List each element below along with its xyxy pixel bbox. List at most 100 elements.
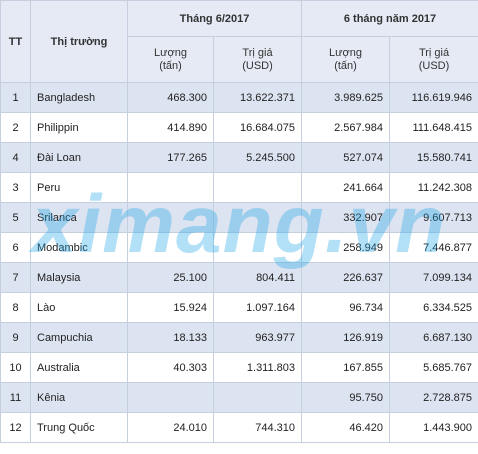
header-row: TT Thị trường Tháng 6/2017 6 tháng năm 2… (0, 0, 478, 83)
value-cell (127, 382, 214, 413)
value-cell: 16.684.075 (212, 112, 303, 143)
value-cell: 804.411 (212, 262, 303, 293)
table-row: 9 Campuchia 18.133 963.977 126.919 6.687.130 (0, 322, 478, 353)
row-index: 9 (0, 322, 31, 353)
value-cell: 7.099.134 (389, 262, 478, 293)
value-cell: 744.310 (212, 412, 303, 443)
table-row: 6 Modambic 258.949 7.446.877 (0, 232, 478, 263)
value-cell: 7.446.877 (389, 232, 478, 263)
value-cell: 40.303 (127, 352, 214, 383)
table-row: 3 Peru 241.664 11.242.308 (0, 172, 478, 203)
row-index: 6 (0, 232, 31, 263)
row-index: 11 (0, 382, 31, 413)
header-market: Thị trường (30, 0, 128, 83)
subheader-label: Trị giá (242, 46, 273, 59)
value-cell: 258.949 (301, 232, 391, 263)
row-index: 10 (0, 352, 31, 383)
table-row: 12 Trung Quốc 24.010 744.310 46.420 1.443.900 (0, 412, 478, 443)
value-cell: 414.890 (127, 112, 214, 143)
market-name: Trung Quốc (30, 412, 128, 443)
value-cell: 126.919 (301, 322, 391, 353)
market-name: Malaysia (30, 262, 128, 293)
value-cell: 46.420 (301, 412, 391, 443)
value-cell: 15.924 (127, 292, 214, 323)
value-cell (127, 172, 214, 203)
value-cell: 963.977 (212, 322, 303, 353)
subheader-unit: (tấn) (159, 59, 182, 72)
market-name: Philippin (30, 112, 128, 143)
data-table: TT Thị trường Tháng 6/2017 6 tháng năm 2… (0, 0, 478, 443)
value-cell: 9.607.713 (389, 202, 478, 233)
market-name: Lào (30, 292, 128, 323)
market-name: Srilanca (30, 202, 128, 233)
subheader: Lượng (tấn) (301, 36, 391, 83)
row-index: 7 (0, 262, 31, 293)
table-row: 8 Lào 15.924 1.097.164 96.734 6.334.525 (0, 292, 478, 323)
table-row: 5 Srilanca 332.907 9.607.713 (0, 202, 478, 233)
value-cell: 25.100 (127, 262, 214, 293)
value-cell (127, 232, 214, 263)
value-cell: 96.734 (301, 292, 391, 323)
header-tt: TT (0, 0, 31, 83)
value-cell: 11.242.308 (389, 172, 478, 203)
value-cell: 6.687.130 (389, 322, 478, 353)
value-cell: 18.133 (127, 322, 214, 353)
value-cell: 1.311.803 (212, 352, 303, 383)
value-cell: 15.580.741 (389, 142, 478, 173)
value-cell: 24.010 (127, 412, 214, 443)
row-index: 8 (0, 292, 31, 323)
value-cell: 241.664 (301, 172, 391, 203)
subheader: Trị giá (USD) (389, 36, 478, 83)
row-index: 2 (0, 112, 31, 143)
header-group: 6 tháng năm 2017 (301, 0, 478, 37)
subheader: Trị giá (USD) (212, 36, 303, 83)
row-index: 3 (0, 172, 31, 203)
subheader-label: Trị giá (418, 46, 450, 59)
row-index: 1 (0, 82, 31, 113)
value-cell: 527.074 (301, 142, 391, 173)
value-cell: 5.685.767 (389, 352, 478, 383)
value-cell (127, 202, 214, 233)
value-cell: 226.637 (301, 262, 391, 293)
table-row: 11 Kênia 95.750 2.728.875 (0, 382, 478, 413)
market-name: Kênia (30, 382, 128, 413)
value-cell: 167.855 (301, 352, 391, 383)
value-cell (212, 202, 303, 233)
subheader-label: Lượng (154, 46, 187, 59)
table-body: 1 Bangladesh 468.300 13.622.371 3.989.625 116… (0, 82, 478, 443)
subheader-unit: (USD) (418, 59, 450, 72)
value-cell: 116.619.946 (389, 82, 478, 113)
value-cell: 6.334.525 (389, 292, 478, 323)
subheader: Lượng (tấn) (127, 36, 214, 83)
value-cell: 2.728.875 (389, 382, 478, 413)
table-row: 7 Malaysia 25.100 804.411 226.637 7.099.134 (0, 262, 478, 293)
header-group: Tháng 6/2017 (126, 0, 303, 37)
table-row: 10 Australia 40.303 1.311.803 167.855 5.685.7… (0, 352, 478, 383)
table-row: 1 Bangladesh 468.300 13.622.371 3.989.625 116… (0, 82, 478, 113)
value-cell: 2.567.984 (301, 112, 391, 143)
subheader-row: Lượng (tấn) Trị giá (USD) Lượng (tấn) Trị giá(… (1, 36, 478, 83)
value-cell: 177.265 (127, 142, 214, 173)
subheader-unit: (USD) (242, 59, 273, 72)
row-index: 5 (0, 202, 31, 233)
subheader-label: Lượng (329, 46, 362, 59)
value-cell: 1.097.164 (212, 292, 303, 323)
market-name: Australia (30, 352, 128, 383)
value-cell: 3.989.625 (301, 82, 391, 113)
market-name: Modambic (30, 232, 128, 263)
value-cell: 468.300 (127, 82, 214, 113)
subheader-unit: (tấn) (334, 59, 357, 72)
value-cell: 5.245.500 (212, 142, 303, 173)
table-row: 2 Philippin 414.890 16.684.075 2.567.984 111.… (0, 112, 478, 143)
table-row: 4 Đài Loan 177.265 5.245.500 527.074 15.580.7… (0, 142, 478, 173)
market-name: Bangladesh (30, 82, 128, 113)
row-index: 4 (0, 142, 31, 173)
value-cell: 111.648.415 (389, 112, 478, 143)
value-cell (212, 382, 303, 413)
row-index: 12 (0, 412, 31, 443)
value-cell: 332.907 (301, 202, 391, 233)
value-cell (212, 232, 303, 263)
value-cell: 13.622.371 (212, 82, 303, 113)
value-cell: 1.443.900 (389, 412, 478, 443)
